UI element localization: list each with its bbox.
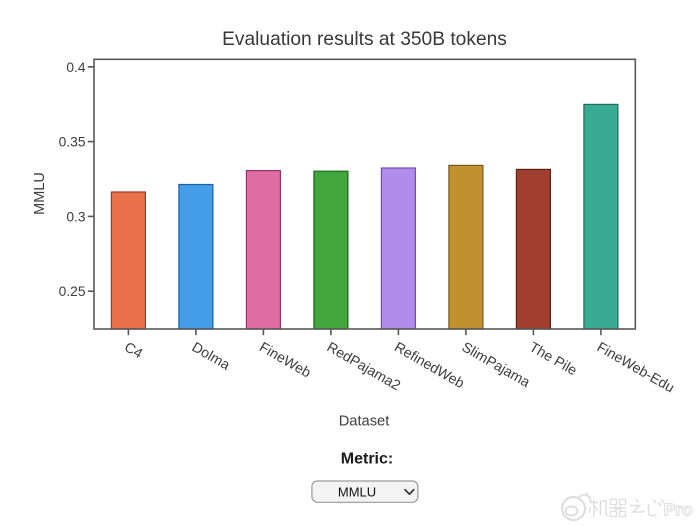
svg-text:0.3: 0.3 bbox=[66, 209, 86, 224]
svg-text:Dataset: Dataset bbox=[339, 414, 390, 430]
svg-text:Metric:: Metric: bbox=[341, 451, 393, 468]
svg-text:0.35: 0.35 bbox=[59, 135, 86, 150]
svg-text:0.4: 0.4 bbox=[66, 60, 86, 75]
svg-text:MMLU: MMLU bbox=[338, 484, 376, 499]
svg-text:MMLU: MMLU bbox=[32, 172, 48, 215]
svg-text:C4: C4 bbox=[121, 339, 145, 362]
svg-text:Pro: Pro bbox=[664, 500, 693, 520]
svg-text:Evaluation results at 350B tok: Evaluation results at 350B tokens bbox=[222, 29, 507, 50]
svg-text:0.25: 0.25 bbox=[59, 284, 86, 299]
